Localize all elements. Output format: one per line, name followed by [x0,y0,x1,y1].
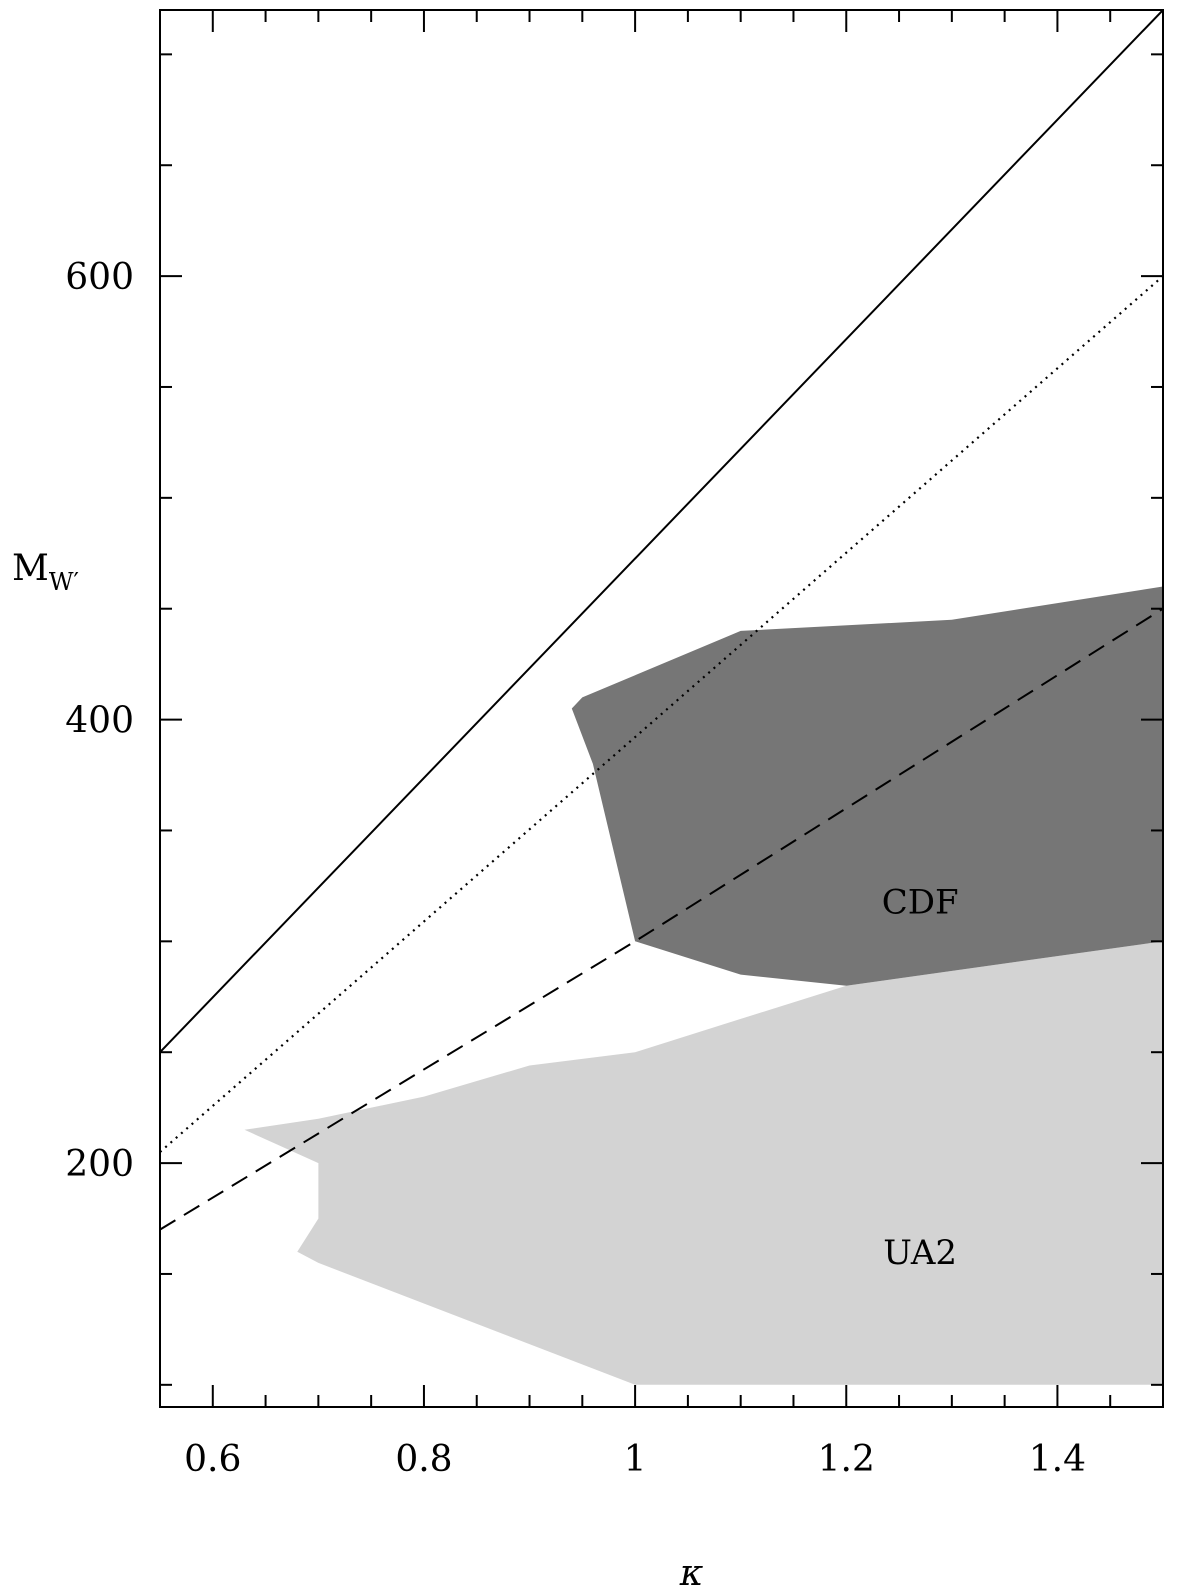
series-lines [160,10,1163,1231]
y-axis-label-subscript: W′ [49,568,79,596]
series-line-solid [160,10,1163,1053]
series-line-dashed [160,607,1163,1231]
y-tick-label: 600 [65,257,134,298]
x-tick-label: 0.8 [395,1439,452,1480]
x-axis-label: κ [679,1553,704,1591]
y-axis-label: MW′ [12,548,79,596]
series-line-dotted [160,275,1163,1153]
tick-labels: 0.6 0.8 1 1.2 1.4 200 400 600 [65,257,1086,1480]
region-ua2 [244,941,1163,1385]
y-axis-label-main: M [12,548,49,589]
region-cdf [571,586,1163,986]
shaded-regions [244,586,1163,1385]
region-label-cdf: CDF [882,882,959,922]
y-tick-label: 200 [65,1144,134,1185]
x-tick-label: 1.2 [818,1439,875,1480]
x-tick-label: 0.6 [184,1439,241,1480]
region-labels: UA2 CDF [882,882,959,1272]
x-tick-label: 1.4 [1029,1439,1086,1480]
y-tick-label: 400 [65,701,134,742]
axis-ticks [160,10,1163,1407]
region-label-ua2: UA2 [883,1233,957,1273]
plot-frame [159,9,1164,1408]
x-tick-label: 1 [624,1439,647,1480]
